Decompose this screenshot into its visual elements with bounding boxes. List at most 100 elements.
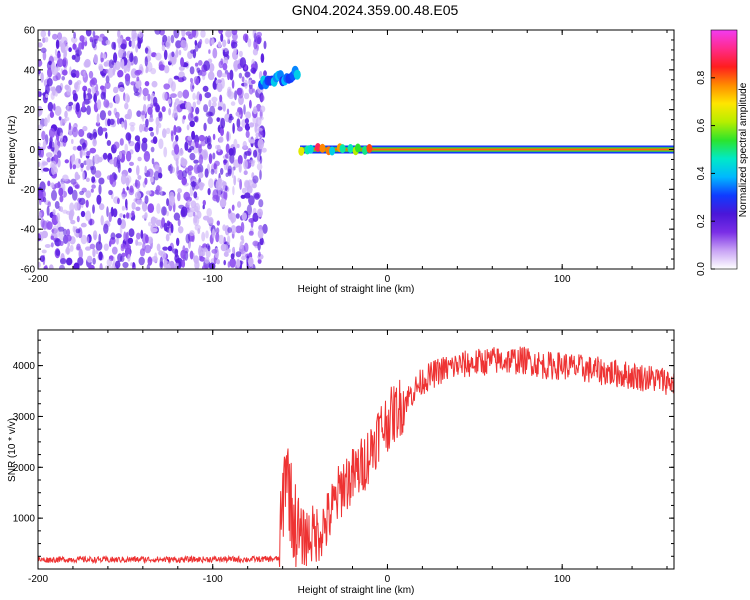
spectrogram-noise-cell (51, 164, 56, 176)
x-tick-label: -100 (203, 274, 223, 285)
spectrogram-noise-cell (86, 255, 93, 263)
spectrogram-noise-cell (185, 31, 192, 36)
spectrogram-noise-cell (124, 119, 128, 130)
spectrogram-carrier-fringe (339, 144, 346, 154)
spectrogram-noise-cell (147, 49, 152, 57)
spectrogram-noise-cell (217, 41, 222, 48)
spectrogram-noise-cell (136, 76, 140, 82)
spectrogram-noise-cell (50, 235, 54, 240)
spectrogram-noise-cell (63, 118, 67, 124)
spectrogram-noise-cell (221, 47, 229, 52)
spectrogram-noise-cell (199, 38, 203, 45)
spectrogram-noise-cell (198, 144, 202, 154)
spectrogram-noise-cell (92, 138, 97, 147)
spectrogram-noise-cell (155, 184, 161, 196)
spectrogram-noise-cell (51, 61, 56, 69)
spectrogram-noise-cell (137, 175, 142, 180)
spectrogram-noise-cell (226, 108, 230, 115)
spectrogram-noise-cell (205, 111, 213, 118)
spectrogram-noise-cell (230, 253, 235, 260)
spectrogram-noise-cell (59, 264, 65, 269)
spectrogram-noise-cell (232, 185, 235, 196)
spectrogram-noise-cell (241, 212, 247, 221)
spectrogram-noise-cell (236, 258, 241, 268)
spectrogram-noise-cell (63, 228, 68, 236)
spectrogram-noise-cell (223, 259, 226, 266)
spectrogram-noise-cell (54, 201, 60, 209)
spectrogram-noise-cell (187, 209, 194, 218)
spectrogram-noise-cell (205, 230, 209, 239)
spectrogram-noise-cell (231, 204, 235, 211)
spectrogram-noise-cell (178, 127, 182, 133)
spectrogram-noise-cell (190, 77, 193, 83)
spectrogram-noise-cell (146, 61, 153, 73)
spectrogram-noise-cell (198, 172, 204, 179)
spectrogram-noise-cell (204, 38, 210, 45)
spectrogram-noise-cell (160, 190, 163, 196)
spectrogram-noise-cell (128, 228, 135, 238)
spectrogram-noise-cell (102, 152, 108, 160)
spectrogram-noise-cell (151, 80, 158, 88)
spectrogram-noise-cell (208, 262, 216, 269)
spectrogram-noise-cell (92, 230, 98, 241)
spectrogram-noise-cell (208, 49, 211, 54)
spectrogram-noise-cell (227, 91, 235, 100)
spectrogram-noise-cell (88, 70, 94, 79)
spectrogram-noise-cell (75, 228, 81, 234)
spectrogram-noise-cell (92, 248, 96, 258)
spectrogram-noise-cell (250, 67, 257, 74)
spectrogram-noise-cell (77, 145, 82, 151)
spectrogram-noise-cell (231, 247, 235, 254)
spectrogram-noise-cell (175, 157, 179, 167)
spectrogram-noise-cell (201, 231, 206, 242)
spectrogram-noise-cell (118, 87, 125, 92)
spectrogram-noise-cell (236, 118, 241, 128)
spectrogram-noise-cell (204, 92, 212, 99)
spectrogram-noise-cell (60, 258, 67, 265)
spectrogram-noise-cell (212, 152, 216, 160)
spectrogram-noise-cell (194, 62, 199, 67)
spectrogram-noise-cell (231, 79, 235, 89)
spectrogram-noise-cell (78, 129, 85, 137)
spectrogram-noise-cell (229, 258, 236, 268)
spectrogram-noise-cell (206, 208, 212, 217)
spectrogram-noise-cell (257, 208, 263, 218)
spectrogram-noise-cell (85, 158, 92, 166)
spectrogram-noise-cell (200, 69, 207, 77)
spectrogram-noise-cell (111, 41, 116, 50)
spectrogram-noise-cell (225, 172, 229, 177)
spectrogram-noise-cell (63, 50, 68, 58)
spectrogram-noise-cell (153, 96, 158, 107)
spectrogram-noise-cell (171, 51, 175, 58)
snr-series-line (38, 346, 674, 568)
spectrogram-noise-cell (66, 85, 72, 96)
spectrogram-noise-cell (123, 65, 128, 74)
spectrogram-noise-cell (182, 89, 190, 99)
spectrogram-noise-cell (254, 193, 260, 200)
spectrogram-noise-cell (82, 149, 86, 156)
spectrogram-noise-cell (212, 133, 216, 141)
spectrogram-noise-cell (120, 173, 127, 185)
spectrogram-noise-cell (119, 224, 123, 235)
spectrogram-noise-cell (121, 205, 125, 211)
spectrogram-noise-cell (257, 138, 264, 150)
spectrogram-noise-cell (83, 60, 90, 68)
spectrogram-noise-cell (247, 38, 252, 48)
spectrogram-noise-cell (211, 249, 218, 254)
spectrogram-noise-cell (166, 220, 171, 227)
spectrogram-noise-cell (187, 112, 194, 122)
spectrogram-noise-cell (202, 247, 208, 253)
spectrogram-noise-cell (64, 110, 68, 118)
spectrogram-noise-cell (46, 77, 53, 87)
spectrogram-noise-cell (125, 150, 132, 162)
spectrogram-noise-cell (215, 227, 220, 234)
spectrogram-noise-cell (90, 166, 94, 171)
spectrogram-noise-cell (240, 194, 246, 199)
spectrogram-noise-cell (219, 94, 223, 103)
spectrogram-noise-cell (40, 72, 44, 83)
spectrogram-noise-cell (94, 170, 102, 179)
spectrogram-noise-cell (38, 42, 43, 48)
spectrogram-noise-cell (130, 81, 136, 86)
